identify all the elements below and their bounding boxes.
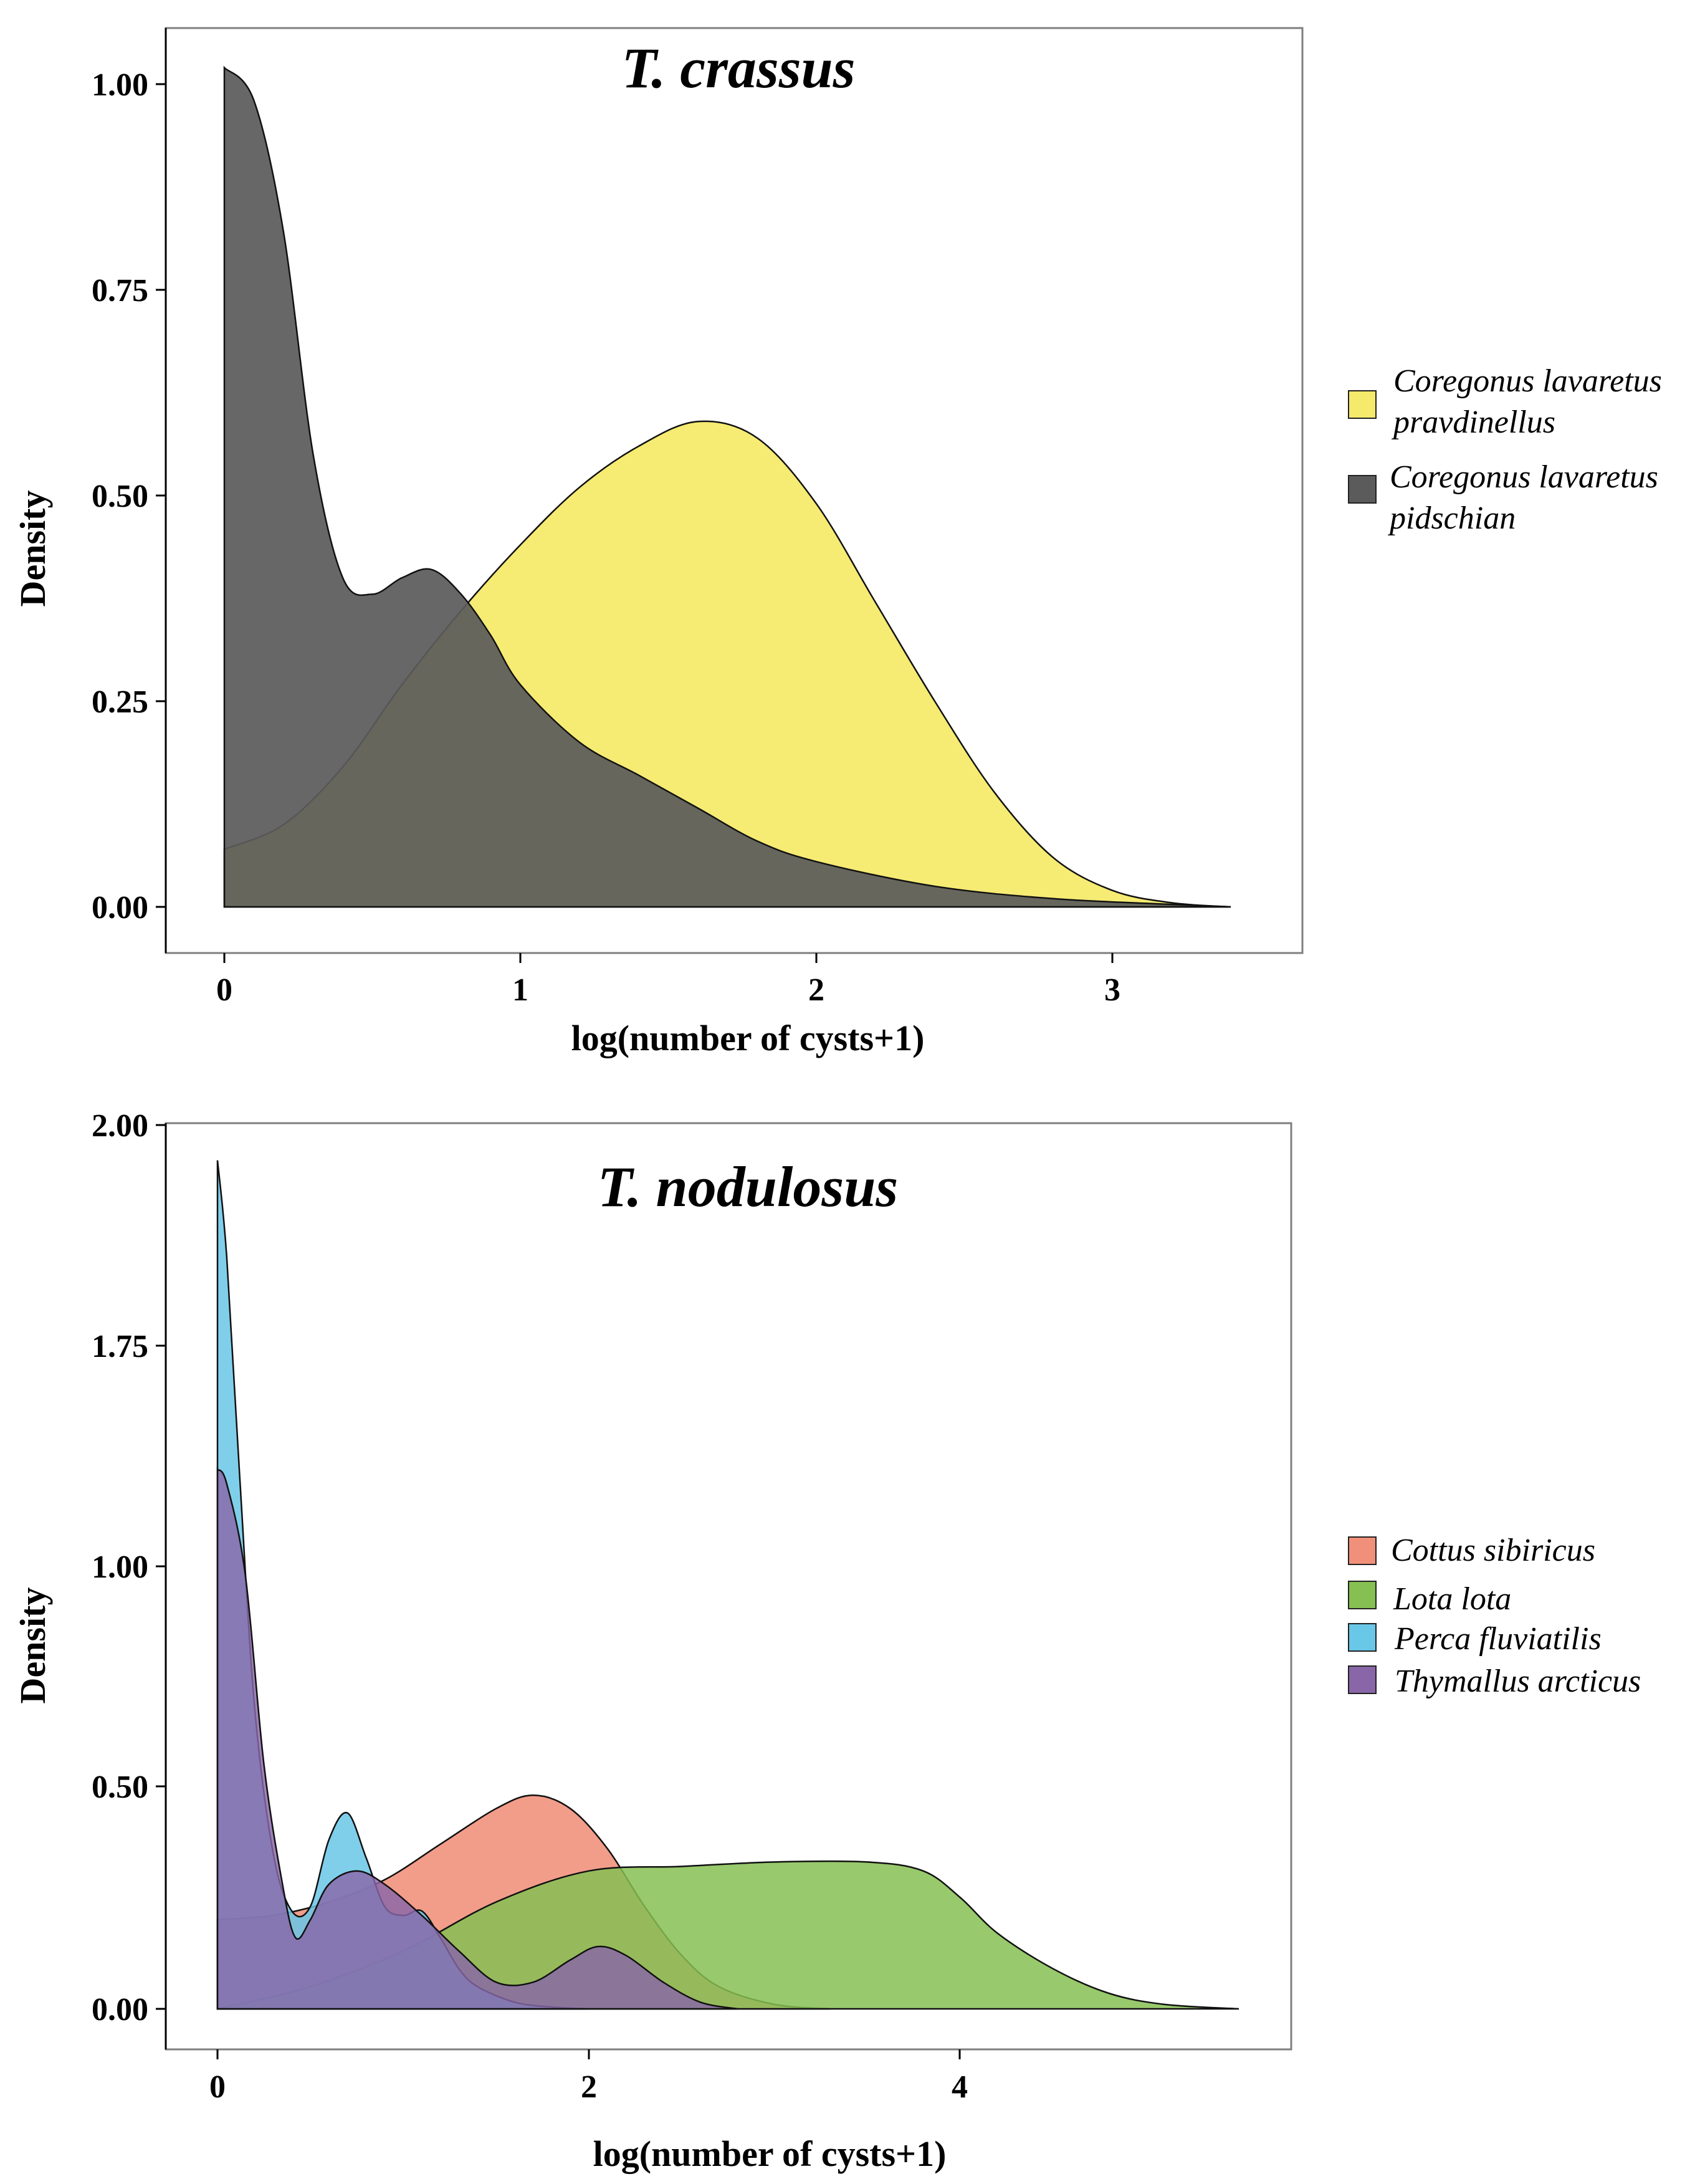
y-tick-label: 0.50: [92, 1770, 148, 1805]
legend-label: Lota lota: [1393, 1581, 1511, 1617]
x-axis-title: log(number of cysts+1): [571, 1018, 925, 1058]
legend-swatch: [1348, 475, 1377, 504]
legend-item: Coregonus lavaretus pidschian: [1348, 459, 1658, 536]
y-tick-label: 1.75: [92, 1329, 148, 1364]
y-tick-label: 1.00: [92, 1549, 148, 1585]
y-tick: 1.75: [92, 1329, 166, 1364]
chart-panel-t-crassus: T. crassus 0.00 0.25 0.50 0.75 1.00 0: [12, 27, 1662, 1058]
x-tick-label: 1: [512, 972, 528, 1008]
y-tick-label: 2.00: [92, 1108, 148, 1144]
y-tick: 0.00: [92, 1992, 166, 2028]
legend-item: Perca fluviatilis: [1348, 1621, 1602, 1657]
y-tick: 2.00: [92, 1108, 166, 1144]
x-tick: 0: [209, 2049, 226, 2105]
x-tick: 3: [1104, 953, 1120, 1008]
legend-label-line-1: Coregonus lavaretus: [1390, 459, 1658, 495]
legend-label-line-2: pravdinellus: [1391, 405, 1555, 440]
legend: Cottus sibiricus Lota lota Perca fluviat…: [1348, 1533, 1641, 1699]
legend: Coregonus lavaretus pravdinellus Coregon…: [1348, 363, 1662, 536]
density-areas: [223, 65, 1231, 908]
x-tick: 1: [512, 953, 528, 1008]
y-tick: 1.00: [92, 67, 166, 103]
legend-swatch: [1348, 1623, 1377, 1652]
legend-label-line-1: Coregonus lavaretus: [1393, 363, 1662, 399]
y-tick-label: 0.00: [92, 890, 148, 926]
y-tick-label: 1.00: [92, 67, 148, 103]
x-tick-label: 0: [216, 972, 232, 1008]
legend-item: Cottus sibiricus: [1348, 1533, 1595, 1568]
x-tick: 0: [216, 953, 232, 1008]
legend-swatch: [1348, 1665, 1377, 1694]
y-tick-label: 0.25: [92, 684, 148, 720]
y-tick-label: 0.75: [92, 273, 148, 309]
legend-item: Coregonus lavaretus pravdinellus: [1348, 363, 1662, 440]
legend-label: Perca fluviatilis: [1394, 1621, 1602, 1657]
chart-title: T. nodulosus: [598, 1155, 898, 1219]
x-axis-title: log(number of cysts+1): [593, 2134, 947, 2174]
density-area-coregonus-lavaretus-pidschian: [223, 65, 1231, 908]
y-tick-label: 0.00: [92, 1992, 148, 2028]
x-tick: 2: [581, 2049, 597, 2105]
y-tick: 0.50: [92, 479, 166, 514]
x-tick-label: 3: [1104, 972, 1120, 1008]
y-tick: 1.00: [92, 1549, 166, 1585]
x-tick: 2: [808, 953, 824, 1008]
legend-label-line-2: pidschian: [1387, 501, 1516, 536]
x-tick-label: 2: [581, 2069, 597, 2105]
chart-panel-t-nodulosus: T. nodulosus 0.00 0.50 1.00 1.75 2.00 0: [12, 1108, 1641, 2174]
x-tick-label: 2: [808, 972, 824, 1008]
legend-swatch: [1348, 390, 1377, 419]
y-tick: 0.75: [92, 273, 166, 309]
y-axis-title: Density: [12, 1588, 53, 1704]
x-tick-label: 0: [209, 2069, 226, 2105]
y-tick-label: 0.50: [92, 479, 148, 514]
x-tick-label: 4: [952, 2069, 968, 2105]
legend-swatch: [1348, 1581, 1377, 1609]
legend-item: Lota lota: [1348, 1581, 1511, 1617]
y-axis-title: Density: [12, 491, 53, 607]
y-tick: 0.25: [92, 684, 166, 720]
legend-swatch: [1348, 1536, 1377, 1565]
density-area-thymallus-arcticus: [216, 1466, 738, 2010]
density-areas: [216, 1160, 1239, 2010]
legend-label: Cottus sibiricus: [1391, 1533, 1595, 1568]
x-tick: 4: [952, 2049, 968, 2105]
legend-label: Thymallus arcticus: [1395, 1664, 1641, 1699]
y-tick: 0.50: [92, 1770, 166, 1805]
legend-item: Thymallus arcticus: [1348, 1664, 1641, 1699]
chart-title: T. crassus: [622, 36, 856, 100]
y-tick: 0.00: [92, 890, 166, 926]
